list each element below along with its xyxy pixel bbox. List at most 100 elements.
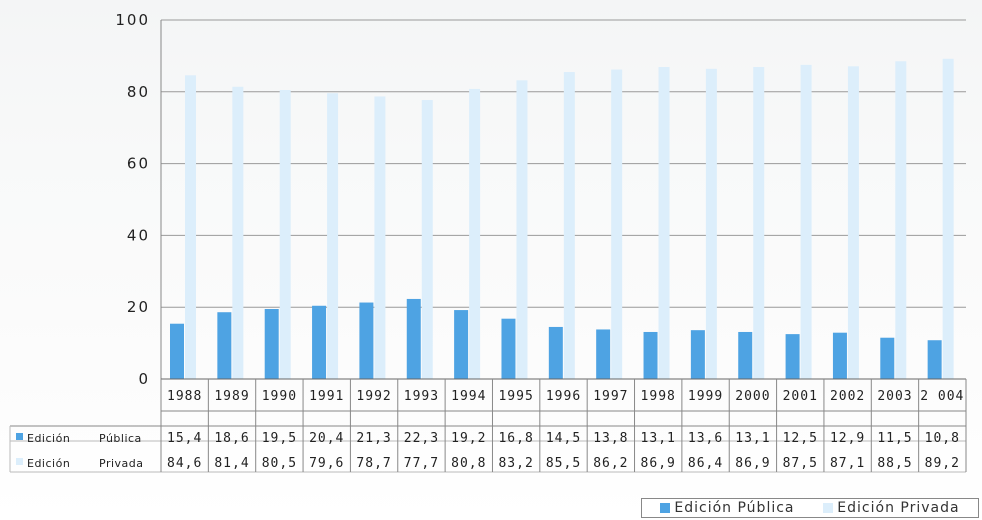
table-cell-value: 85,5 <box>546 456 581 471</box>
y-tick-label: 0 <box>138 370 150 388</box>
table-row-label: Edición <box>27 457 70 470</box>
table-cell-value: 84,6 <box>167 456 202 471</box>
table-cell-value: 19,5 <box>262 431 297 446</box>
table-cell-value: 11,5 <box>877 431 912 446</box>
bar-privada <box>753 67 765 380</box>
legend-item-publica: Edición Pública <box>660 500 794 516</box>
legend-label-privada: Edición Privada <box>837 500 960 516</box>
table-cell-value: 81,4 <box>214 456 249 471</box>
bar-publica <box>596 329 611 379</box>
x-tick-label: 1991 <box>309 389 344 404</box>
bar-privada <box>705 68 717 379</box>
bar-privada <box>232 86 244 380</box>
bar-privada <box>421 100 433 379</box>
bar-privada <box>658 67 670 380</box>
legend-item-privada: Edición Privada <box>823 500 959 516</box>
x-tick-label: 2002 <box>830 389 865 404</box>
table-cell-value: 87,5 <box>783 456 818 471</box>
bar-publica <box>832 332 847 379</box>
table-cell-value: 77,7 <box>404 456 439 471</box>
bar-privada <box>800 64 812 379</box>
bar-privada <box>327 93 339 380</box>
table-cell-value: 13,8 <box>593 431 628 446</box>
bar-privada <box>185 75 196 379</box>
table-cell-value: 87,1 <box>830 456 865 471</box>
table-cell-value: 86,9 <box>641 456 676 471</box>
bar-publica <box>880 337 895 379</box>
bar-privada <box>563 72 575 380</box>
x-tick-label: 1994 <box>451 389 486 404</box>
table-cell-value: 12,9 <box>830 431 865 446</box>
table-cell-value: 12,5 <box>783 431 818 446</box>
table-row-label: Edición <box>27 432 70 445</box>
table-cell-value: 16,8 <box>498 431 533 446</box>
y-tick-label: 60 <box>127 155 150 173</box>
table-row-swatch <box>16 433 23 440</box>
bar-publica <box>927 340 942 379</box>
bar-publica <box>501 318 516 379</box>
bar-privada <box>611 69 623 380</box>
chart-area: 100 80 60 40 20 0 1988 1989 1990 1991 1992 1993 1994… <box>9 11 967 473</box>
table-row-label: Pública <box>99 432 142 445</box>
table-cell-value: 83,2 <box>498 456 533 471</box>
bar-publica <box>170 323 184 379</box>
table-cell-value: 14,5 <box>546 431 581 446</box>
table-cell-value: 10,8 <box>925 431 960 446</box>
table-cell-value: 78,7 <box>356 456 391 471</box>
bar-privada <box>469 88 481 379</box>
bar-publica <box>264 308 279 379</box>
bar-privada <box>847 66 859 379</box>
table-cell-value: 89,2 <box>925 456 960 471</box>
bar-publica <box>738 331 753 379</box>
bar-privada <box>516 80 528 379</box>
bar-publica <box>548 326 563 379</box>
x-tick-label: 2000 <box>735 389 770 404</box>
bar-publica <box>359 302 374 379</box>
table-cell-value: 18,6 <box>214 431 249 446</box>
bar-publica <box>312 305 327 379</box>
x-tick-label: 1992 <box>356 389 391 404</box>
table-cell-value: 15,4 <box>167 431 202 446</box>
table-cell-value: 79,6 <box>309 456 344 471</box>
legend-label-publica: Edición Pública <box>674 500 795 516</box>
x-tick-label: 1997 <box>593 389 628 404</box>
table-cell-value: 13,1 <box>641 431 676 446</box>
x-tick-label: 1989 <box>214 389 249 404</box>
table-row-swatch <box>16 458 23 465</box>
table-cell-value: 80,8 <box>451 456 486 471</box>
y-tick-label: 100 <box>115 11 150 29</box>
bar-privada <box>942 58 954 379</box>
table-cell-value: 13,1 <box>735 431 770 446</box>
bar-privada <box>279 90 291 379</box>
bar-privada <box>374 96 386 379</box>
bar-publica <box>454 310 469 379</box>
y-tick-label: 40 <box>127 226 150 244</box>
y-tick-label: 80 <box>127 83 150 101</box>
chart-legend: Edición Pública Edición Privada <box>641 498 979 518</box>
table-row-label: Privada <box>99 457 144 470</box>
table-cell-value: 88,5 <box>877 456 912 471</box>
x-tick-label: 1995 <box>498 389 533 404</box>
table-cell-value: 19,2 <box>451 431 486 446</box>
table-cell-value: 13,6 <box>688 431 723 446</box>
x-tick-label: 1988 <box>167 389 202 404</box>
bar-publica <box>785 334 800 379</box>
bar-publica <box>406 298 421 379</box>
legend-swatch-publica <box>660 503 671 513</box>
y-tick-label: 20 <box>127 298 150 316</box>
table-cell-value: 86,2 <box>593 456 628 471</box>
bar-publica <box>690 330 705 379</box>
x-tick-label: 1999 <box>688 389 723 404</box>
x-tick-label: 1996 <box>546 389 581 404</box>
table-cell-value: 80,5 <box>262 456 297 471</box>
x-tick-label: 2 004 <box>920 389 964 404</box>
table-cell-value: 20,4 <box>309 431 344 446</box>
table-cell-value: 86,4 <box>688 456 723 471</box>
table-cell-value: 21,3 <box>356 431 391 446</box>
x-tick-label: 1990 <box>262 389 297 404</box>
bar-privada <box>895 61 907 379</box>
table-cell-value: 86,9 <box>735 456 770 471</box>
legend-swatch-privada <box>823 503 834 513</box>
x-tick-label: 1993 <box>404 389 439 404</box>
